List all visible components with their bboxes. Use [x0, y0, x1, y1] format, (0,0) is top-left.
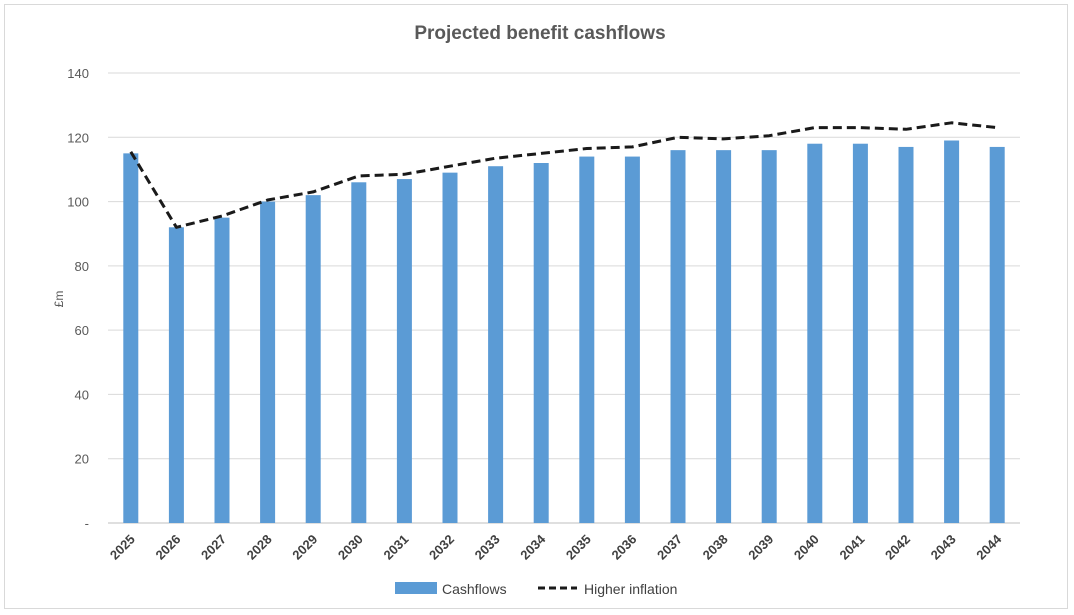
legend-label-cashflows: Cashflows	[442, 581, 507, 597]
bar-2032	[442, 172, 458, 523]
x-tick-label: 2034	[517, 531, 549, 563]
legend-item-cashflows: Cashflows	[395, 581, 507, 597]
y-tick-label: 100	[67, 195, 89, 210]
grid-lines	[108, 72, 1020, 524]
y-tick-label: 80	[75, 259, 89, 274]
bar-2031	[396, 179, 412, 524]
x-axis-ticks: 2025 2026 2027 2028 2029 2030 2031 2032 2033 2034…	[107, 531, 1005, 563]
legend: Cashflows Higher inflation	[395, 581, 677, 597]
x-tick-label: 2036	[608, 532, 639, 563]
x-tick-label: 2038	[700, 532, 731, 563]
bar-2039	[761, 150, 777, 523]
y-tick-label: 120	[67, 130, 89, 145]
legend-item-higher-inflation: Higher inflation	[538, 581, 677, 597]
x-tick-label: 2043	[928, 532, 959, 563]
x-tick-label: 2041	[836, 532, 867, 563]
higher-inflation-line-layer	[129, 121, 998, 229]
y-tick-label: 40	[75, 387, 89, 402]
bar-2027	[214, 217, 230, 523]
cashflows-bars	[123, 140, 1005, 524]
bar-2025	[123, 153, 139, 523]
higher-inflation-line	[129, 121, 998, 229]
bar-2029	[305, 195, 321, 523]
y-tick-label: 60	[75, 323, 89, 338]
x-tick-label: 2035	[563, 532, 594, 563]
legend-swatch-cashflows	[395, 582, 437, 594]
x-tick-label: 2025	[107, 532, 138, 563]
y-tick-label: 20	[75, 452, 89, 467]
bar-2037	[670, 150, 686, 523]
chart-title: Projected benefit cashflows	[414, 23, 665, 44]
x-tick-label: 2027	[198, 532, 229, 563]
x-tick-label: 2040	[791, 532, 822, 563]
chart-frame: Projected benefit cashflows -20 40 60 80 100…	[4, 4, 1068, 609]
bar-2040	[807, 143, 823, 523]
x-tick-label: 2030	[335, 532, 366, 563]
legend-label-higher-inflation: Higher inflation	[584, 581, 677, 597]
bar-2044	[989, 146, 1005, 523]
x-tick-label: 2044	[973, 531, 1005, 563]
x-tick-label: 2032	[426, 532, 457, 563]
x-tick-label: 2028	[244, 532, 275, 563]
x-tick-label: 2033	[472, 532, 503, 563]
bar-2036	[624, 156, 640, 524]
x-tick-label: 2037	[654, 532, 685, 563]
x-tick-label: 2039	[745, 532, 776, 563]
chart-svg: Projected benefit cashflows -20406080100…	[52, 23, 1020, 597]
bar-2033	[488, 166, 504, 523]
bar-2042	[898, 146, 914, 523]
bar-2030	[351, 182, 367, 524]
bar-2043	[944, 140, 960, 523]
x-tick-label: 2031	[380, 532, 411, 563]
bar-2026	[168, 227, 184, 524]
y-axis-label: £m	[52, 291, 66, 308]
bar-2034	[533, 163, 549, 523]
y-tick-label: 140	[67, 66, 89, 81]
x-tick-label: 2042	[882, 532, 913, 563]
y-axis-ticks: - 20 40 60 80 100 120 140	[67, 66, 89, 531]
y-tick-label: -	[85, 516, 89, 531]
bar-2038	[716, 150, 732, 523]
bar-2035	[579, 156, 595, 524]
x-tick-label: 2026	[152, 532, 183, 563]
bar-2028	[260, 201, 276, 524]
x-tick-label: 2029	[289, 532, 320, 563]
bar-2041	[852, 143, 868, 523]
